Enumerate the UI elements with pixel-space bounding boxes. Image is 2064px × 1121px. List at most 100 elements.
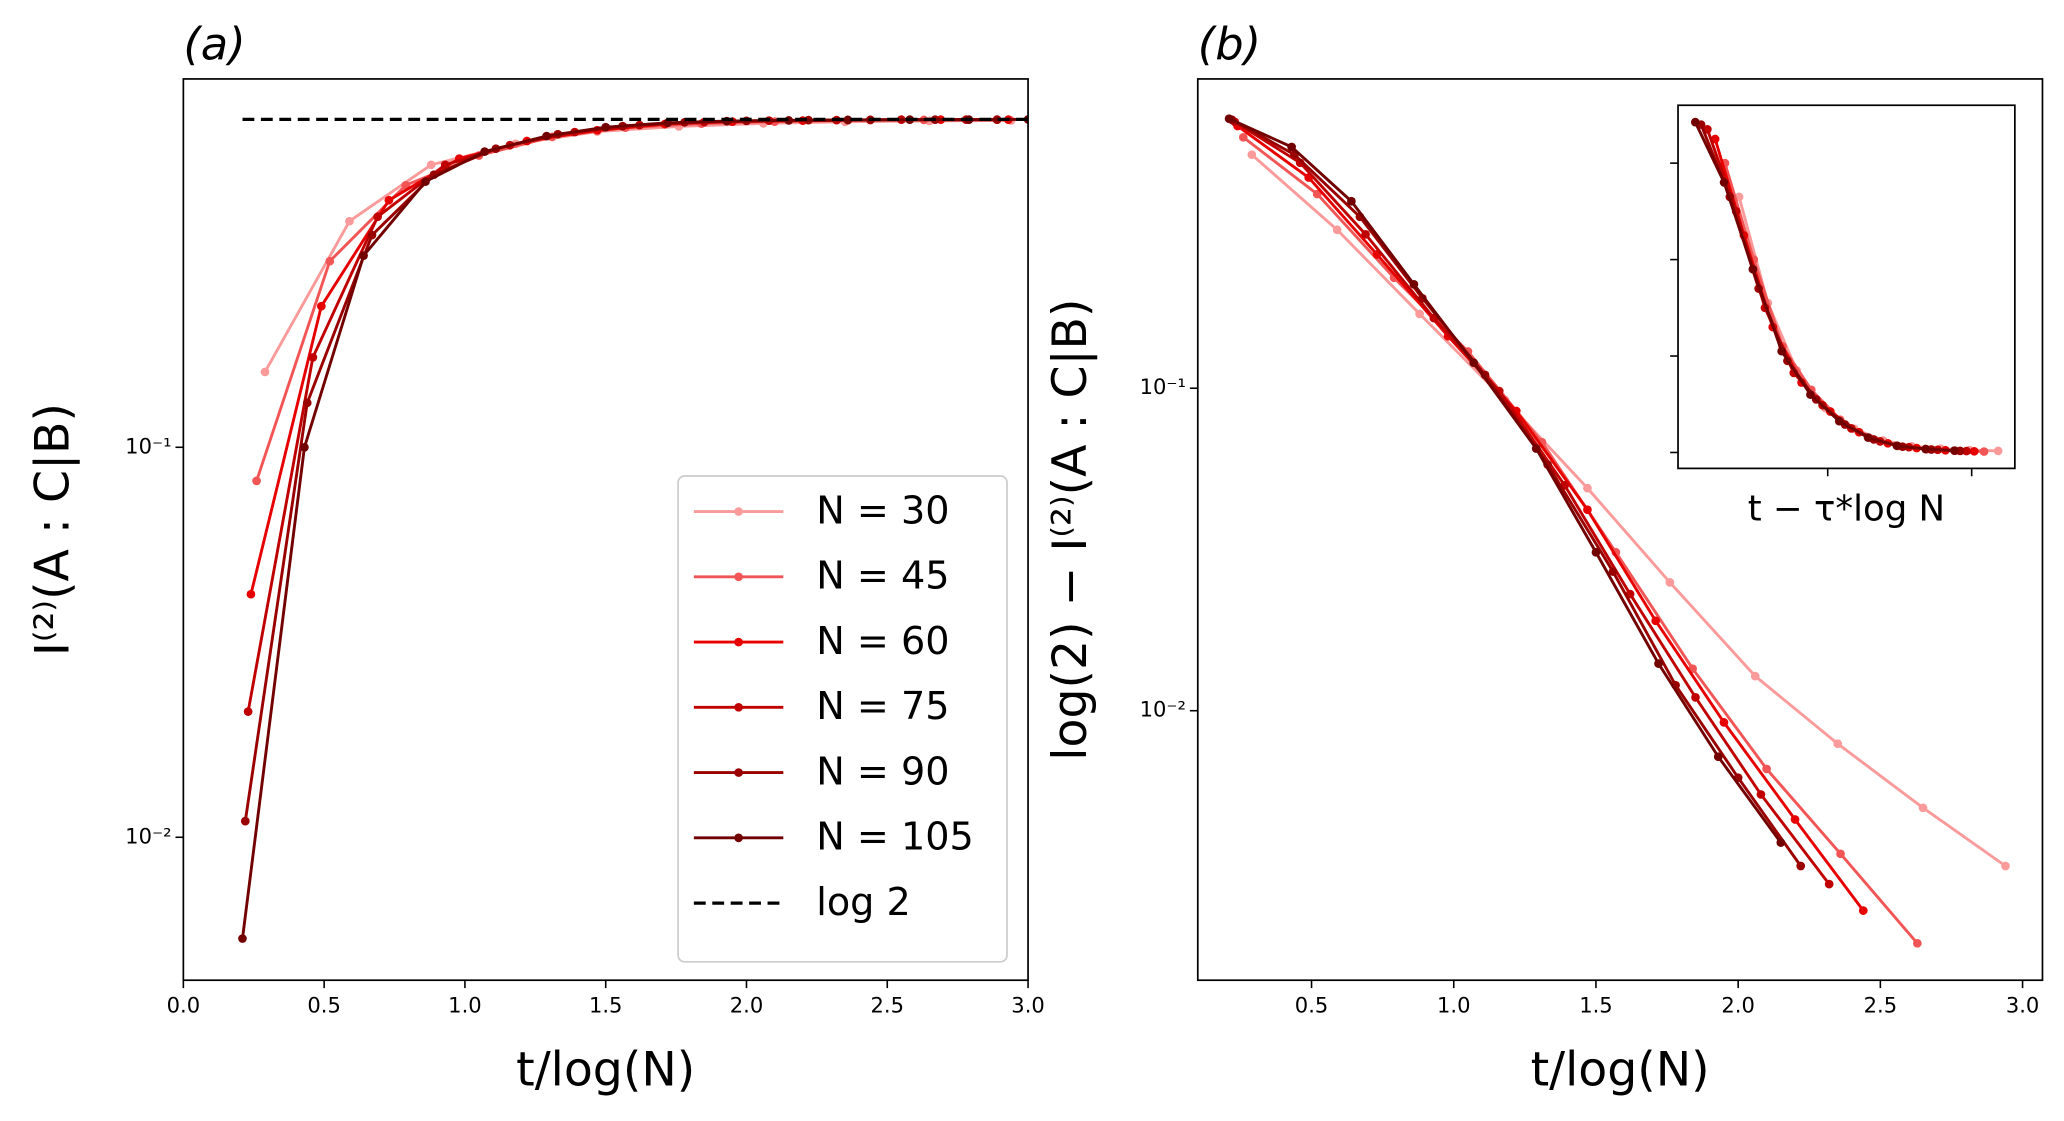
data-point	[1892, 441, 1902, 451]
data-point	[1858, 906, 1868, 915]
data-point	[1836, 849, 1845, 859]
data-point	[480, 147, 489, 156]
data-point	[1993, 446, 2003, 456]
legend-dot	[734, 572, 743, 582]
legend-dot	[734, 507, 743, 516]
data-point	[1912, 938, 1922, 948]
x-tick-label: 0.5	[1295, 993, 1328, 1018]
data-point	[1583, 483, 1592, 493]
data-point	[1962, 446, 1971, 456]
x-tick-label: 2.0	[1721, 993, 1754, 1018]
data-point	[1347, 196, 1356, 206]
x-tick-label: 2.5	[871, 993, 904, 1018]
y-tick-label: 10⁻¹	[125, 433, 171, 458]
data-point	[1776, 838, 1786, 847]
data-point	[238, 934, 247, 943]
panel-title: (a)	[183, 17, 245, 70]
series-line	[1236, 124, 1865, 912]
data-point	[2001, 861, 2010, 871]
data-point	[1806, 390, 1815, 399]
x-tick-label: 3.0	[1011, 993, 1044, 1018]
x-tick-label: 1.0	[1437, 993, 1470, 1018]
series-line	[1693, 121, 1955, 453]
data-point	[1409, 279, 1419, 289]
data-point	[426, 160, 436, 170]
data-point	[373, 212, 382, 222]
data-point	[302, 398, 312, 408]
data-point	[1756, 790, 1766, 799]
series-line	[1233, 120, 1831, 885]
x-axis-label: t − τ*log N	[1748, 489, 1945, 530]
data-point	[1824, 879, 1834, 889]
legend-box	[677, 475, 1008, 963]
data-point	[345, 216, 354, 226]
x-tick-label: 1.5	[589, 993, 622, 1018]
data-point	[260, 367, 270, 377]
data-point	[1332, 225, 1342, 235]
data-point	[1950, 446, 1959, 455]
legend-label: log 2	[816, 880, 911, 924]
data-point	[1863, 433, 1873, 442]
x-tick-label: 2.5	[1864, 993, 1897, 1018]
data-point	[1969, 446, 1979, 456]
data-point	[246, 589, 256, 599]
legend-dot	[734, 702, 743, 712]
data-point	[1415, 309, 1424, 319]
data-point	[1654, 659, 1663, 668]
legend-label: N = 75	[816, 684, 949, 728]
legend-dot	[734, 833, 743, 843]
x-axis-label: t/log(N)	[516, 1042, 695, 1097]
data-point	[1608, 567, 1618, 576]
data-point	[367, 230, 377, 240]
x-tick-label: 0.0	[167, 993, 200, 1018]
legend-dot	[734, 637, 743, 647]
x-axis-label: t/log(N)	[1531, 1042, 1710, 1097]
data-point	[421, 177, 430, 186]
data-point	[1665, 578, 1675, 587]
data-point	[1469, 358, 1479, 368]
data-point	[1790, 815, 1800, 824]
legend-label: N = 30	[816, 488, 949, 532]
data-point	[1719, 178, 1729, 187]
data-point	[1796, 861, 1806, 871]
data-point	[1834, 416, 1844, 426]
y-axis-label: I⁽²⁾(A : C|B)	[26, 403, 81, 656]
y-axis-label: log(2) − I⁽²⁾(A : C|B)	[1043, 298, 1098, 760]
data-point	[300, 442, 309, 452]
data-point	[252, 476, 261, 486]
data-point	[1224, 114, 1234, 124]
data-point	[1691, 693, 1700, 702]
series-group	[1690, 117, 2003, 456]
data-point	[1583, 505, 1592, 515]
data-point	[308, 353, 318, 362]
series-line	[241, 117, 1029, 939]
legend-dot	[734, 768, 743, 777]
axes-frame	[182, 78, 1029, 982]
legend-label: N = 45	[816, 554, 949, 598]
plot-area	[1678, 105, 2015, 469]
legend-label: N = 105	[816, 815, 974, 859]
data-point	[359, 251, 368, 260]
data-point	[1748, 264, 1758, 274]
x-tick-label: 2.0	[730, 993, 763, 1018]
data-point	[1287, 142, 1296, 152]
y-tick-label: 10⁻¹	[1140, 374, 1186, 399]
data-point	[1750, 671, 1760, 681]
x-tick-label: 3.0	[2006, 993, 2039, 1018]
data-point	[1690, 117, 1700, 127]
data-point	[601, 122, 611, 132]
series-group	[1224, 114, 2010, 948]
data-point	[1531, 444, 1541, 453]
legend-label: N = 60	[816, 619, 949, 663]
data-point	[243, 707, 253, 716]
data-point	[240, 816, 250, 826]
x-tick-label: 1.0	[448, 993, 481, 1018]
data-point	[1238, 132, 1248, 142]
data-point	[1833, 739, 1843, 749]
x-tick-label: 0.5	[307, 993, 340, 1018]
data-point	[1921, 444, 1930, 454]
data-point	[843, 115, 853, 125]
y-tick-label: 10⁻²	[125, 823, 171, 848]
axes-frame	[1677, 104, 2016, 470]
